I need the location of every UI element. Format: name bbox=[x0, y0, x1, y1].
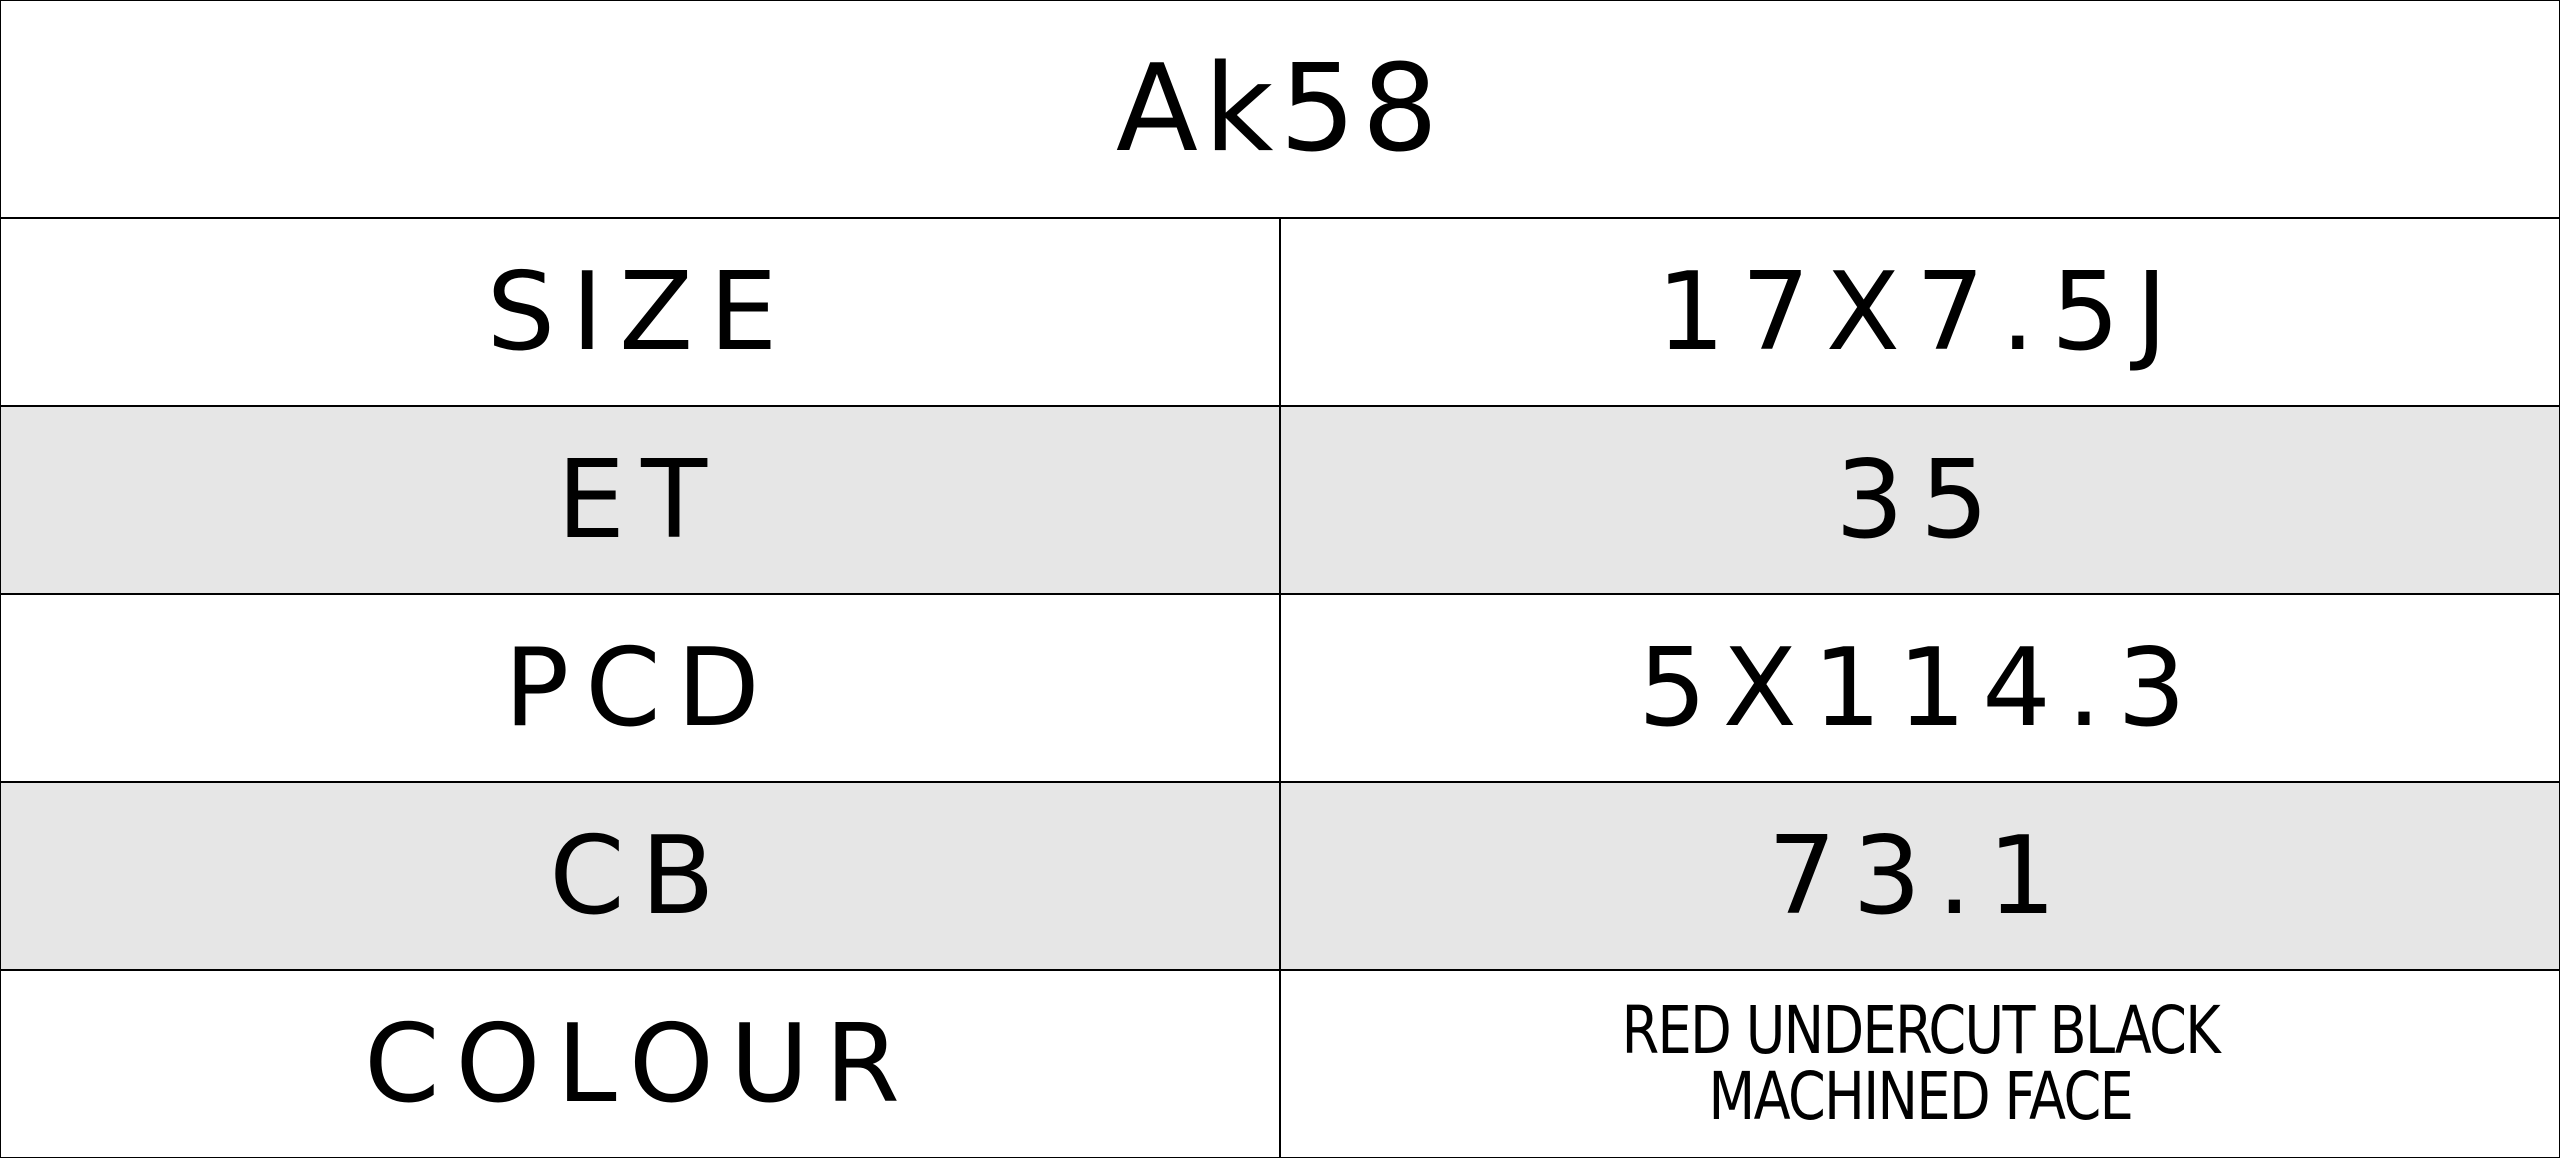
row-label: CB bbox=[1, 783, 1281, 969]
row-value: 17X7.5J bbox=[1656, 249, 2184, 375]
table-row-size: SIZE 17X7.5J bbox=[1, 219, 2559, 407]
row-value: 35 bbox=[1835, 437, 2005, 563]
table-row-pcd: PCD 5X114.3 bbox=[1, 595, 2559, 783]
row-value: RED UNDERCUT BLACK MACHINED FACE bbox=[1281, 971, 2559, 1157]
row-label: SIZE bbox=[1, 219, 1281, 405]
row-label: PCD bbox=[1, 595, 1281, 781]
row-value: 73.1 bbox=[1767, 813, 2073, 939]
row-label: ET bbox=[1, 407, 1281, 593]
colour-line-2: MACHINED FACE bbox=[1708, 1058, 2133, 1135]
row-value: 5X114.3 bbox=[1638, 625, 2202, 751]
row-label: COLOUR bbox=[1, 971, 1281, 1157]
colour-line-1: RED UNDERCUT BLACK bbox=[1621, 992, 2220, 1069]
table-row-et: ET 35 bbox=[1, 407, 2559, 595]
table-row-cb: CB 73.1 bbox=[1, 783, 2559, 971]
colour-value-text: RED UNDERCUT BLACK MACHINED FACE bbox=[1621, 992, 2220, 1135]
table-row-colour: COLOUR RED UNDERCUT BLACK MACHINED FACE bbox=[1, 971, 2559, 1157]
table-title: Ak58 bbox=[1, 1, 2559, 219]
